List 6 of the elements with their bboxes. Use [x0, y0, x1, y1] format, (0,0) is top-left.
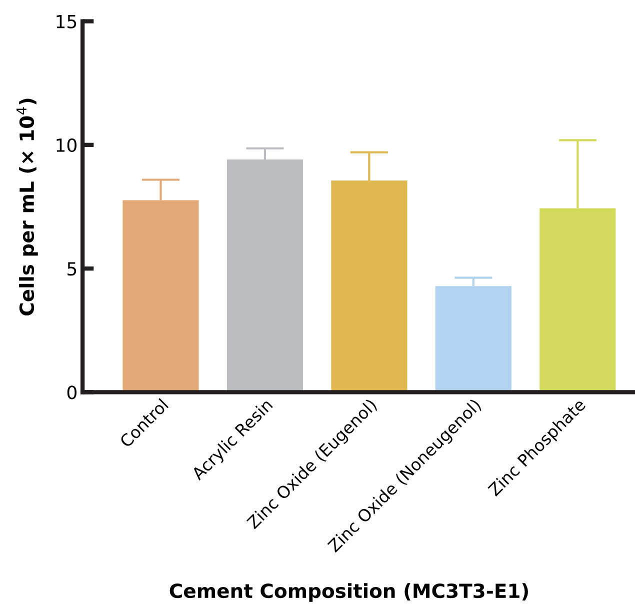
y-tick-label: 15 [56, 14, 76, 28]
y-tick-label: 10 [56, 138, 76, 152]
x-axis-title: Cement Composition (MC3T3-E1) [170, 583, 528, 602]
y-tick-label: 5 [68, 262, 76, 276]
y-axis-title: Cells per mL (× 10$^{4}$) [16, 98, 38, 316]
y-tick-label: 0 [67, 386, 76, 400]
